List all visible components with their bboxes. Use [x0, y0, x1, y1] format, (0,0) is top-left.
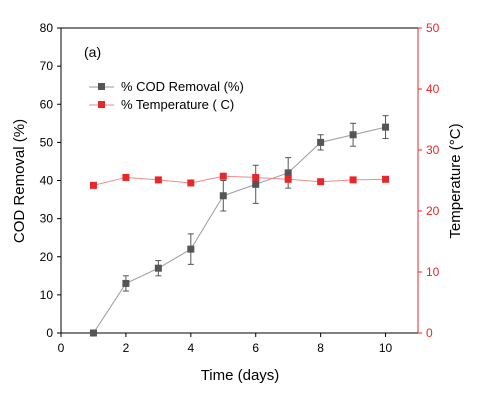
- left-tick-label: 50: [40, 135, 54, 149]
- right-tick-label: 40: [426, 82, 440, 96]
- series-line-temperature: [93, 176, 385, 185]
- x-tick-label: 6: [252, 341, 259, 355]
- x-axis-title: Time (days): [201, 367, 280, 384]
- right-tick-label: 30: [426, 143, 440, 157]
- right-axis-title: Temperature (°C): [447, 123, 464, 238]
- left-tick-label: 40: [40, 174, 54, 188]
- data-point-temperature: [155, 176, 162, 183]
- data-point-cod: [285, 169, 292, 176]
- data-point-cod: [187, 246, 194, 253]
- data-point-temperature: [252, 174, 259, 181]
- data-point-cod: [122, 280, 129, 287]
- data-point-temperature: [350, 176, 357, 183]
- data-point-cod: [252, 181, 259, 188]
- left-tick-label: 30: [40, 212, 54, 226]
- left-tick-label: 60: [40, 97, 54, 111]
- data-point-cod: [220, 192, 227, 199]
- left-tick-label: 80: [40, 21, 54, 35]
- legend-label-temperature: % Temperature ( C): [121, 97, 234, 112]
- left-tick-label: 0: [46, 326, 53, 340]
- data-point-cod: [317, 139, 324, 146]
- x-tick-label: 4: [187, 341, 194, 355]
- x-tick-label: 0: [58, 341, 65, 355]
- x-tick-label: 8: [317, 341, 324, 355]
- data-point-cod: [155, 265, 162, 272]
- x-tick-label: 2: [123, 341, 130, 355]
- legend-marker-temperature: [98, 101, 105, 108]
- data-point-temperature: [187, 179, 194, 186]
- left-tick-label: 70: [40, 59, 54, 73]
- data-point-temperature: [122, 174, 129, 181]
- data-point-cod: [90, 330, 97, 337]
- series-cod: [90, 116, 389, 337]
- left-tick-label: 10: [40, 288, 54, 302]
- data-point-cod: [382, 124, 389, 131]
- panel-label: (a): [84, 44, 101, 60]
- left-axis-ticks: 0 10 20 30 40 50 60 70 80: [40, 21, 61, 340]
- series-line-cod: [93, 127, 385, 333]
- x-tick-label: 10: [379, 341, 393, 355]
- data-point-temperature: [90, 182, 97, 189]
- x-axis-ticks: 0 2 4 6 8 10: [58, 333, 393, 355]
- series-layer: [90, 116, 389, 337]
- right-axis-ticks: 0 10 20 30 40 50: [418, 21, 440, 340]
- right-tick-label: 20: [426, 204, 440, 218]
- left-tick-label: 20: [40, 250, 54, 264]
- data-point-temperature: [220, 173, 227, 180]
- right-tick-label: 50: [426, 21, 440, 35]
- right-tick-label: 10: [426, 265, 440, 279]
- data-point-temperature: [285, 176, 292, 183]
- legend-label-cod: % COD Removal (%): [121, 79, 244, 94]
- data-point-temperature: [382, 176, 389, 183]
- legend: % COD Removal (%) % Temperature ( C): [89, 79, 244, 112]
- data-point-temperature: [317, 178, 324, 185]
- series-temperature: [90, 173, 389, 189]
- legend-marker-cod: [98, 83, 105, 90]
- data-point-cod: [350, 131, 357, 138]
- right-tick-label: 0: [426, 326, 433, 340]
- left-axis-title: COD Removal (%): [11, 119, 28, 243]
